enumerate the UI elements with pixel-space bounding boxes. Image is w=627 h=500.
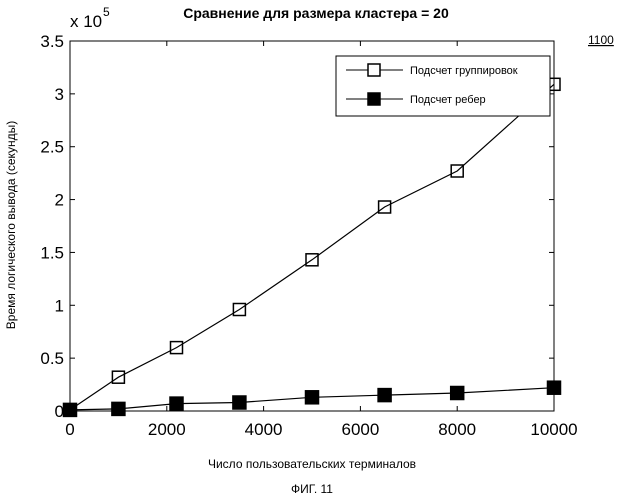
y-multiplier: x 10 (70, 12, 102, 31)
series-line-0 (70, 84, 554, 410)
x-tick-label: 6000 (341, 420, 379, 439)
series-layer (64, 78, 561, 416)
y-tick-label: 1.5 (40, 243, 64, 262)
legend-marker-0 (368, 64, 380, 76)
data-point-1 (306, 391, 319, 404)
x-tick-label: 2000 (148, 420, 186, 439)
data-point-1 (64, 403, 77, 416)
data-point-1 (378, 389, 391, 402)
y-tick-label: 2.5 (40, 138, 64, 157)
y-tick-label: 3.5 (40, 32, 64, 51)
x-axis-label: Число пользовательских терминалов (208, 457, 416, 471)
y-axis-label: Время логического вывода (секунды) (4, 121, 18, 329)
x-tick-label: 4000 (245, 420, 283, 439)
chart-title: Сравнение для размера кластера = 20 (183, 5, 449, 21)
figure-caption: ФИГ. 11 (291, 482, 333, 496)
y-multiplier-exponent: 5 (103, 5, 110, 19)
x-tick-label: 8000 (438, 420, 476, 439)
legend-label-1: Подсчет ребер (410, 94, 486, 106)
data-point-1 (451, 387, 464, 400)
figure-ref: 1100 (588, 33, 614, 47)
legend-label-0: Подсчет группировок (410, 65, 518, 77)
y-tick-label: 0.5 (40, 349, 64, 368)
y-tick-label: 3 (55, 85, 64, 104)
y-tick-label: 2 (55, 191, 64, 210)
data-point-1 (548, 381, 561, 394)
x-tick-label: 0 (65, 420, 74, 439)
x-tick-label: 10000 (530, 420, 577, 439)
legend: Подсчет группировок Подсчет ребер (336, 56, 550, 116)
data-point-1 (112, 402, 125, 415)
data-point-1 (233, 396, 246, 409)
legend-marker-1 (368, 93, 380, 105)
y-tick-label: 0 (55, 402, 64, 421)
y-tick-label: 1 (55, 296, 64, 315)
data-point-1 (170, 397, 183, 410)
